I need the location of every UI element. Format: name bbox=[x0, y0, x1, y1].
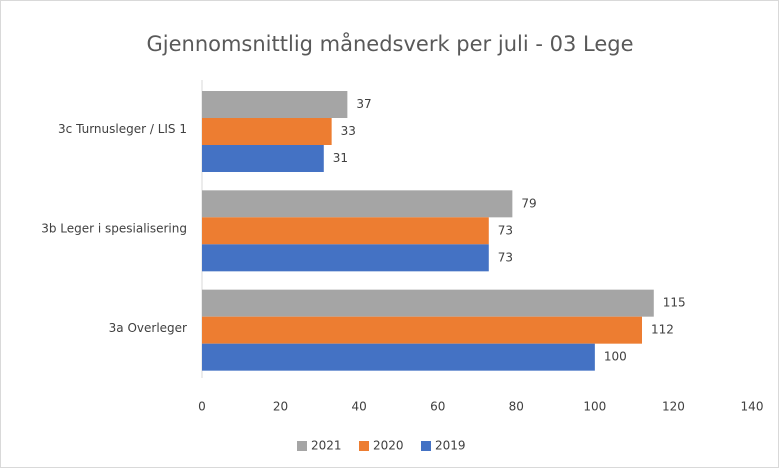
bar bbox=[202, 190, 513, 218]
bar bbox=[202, 244, 489, 272]
legend-swatch bbox=[359, 441, 369, 451]
data-label: 100 bbox=[604, 350, 627, 364]
data-label: 73 bbox=[498, 223, 513, 237]
x-tick-label: 140 bbox=[741, 400, 764, 414]
bar bbox=[202, 91, 348, 118]
data-label: 73 bbox=[498, 250, 513, 264]
bar bbox=[202, 289, 654, 317]
legend-label: 2020 bbox=[373, 439, 404, 453]
data-label: 115 bbox=[663, 296, 686, 310]
bar bbox=[202, 343, 595, 371]
bar bbox=[202, 145, 324, 172]
x-tick-label: 0 bbox=[198, 400, 206, 414]
x-tick-label: 20 bbox=[273, 400, 288, 414]
data-label: 79 bbox=[521, 196, 536, 210]
data-label: 37 bbox=[356, 97, 371, 111]
bar bbox=[202, 217, 489, 245]
x-tick-label: 120 bbox=[662, 400, 685, 414]
legend-label: 2019 bbox=[435, 439, 466, 453]
data-label: 33 bbox=[341, 124, 356, 138]
bar bbox=[202, 118, 332, 145]
x-tick-label: 60 bbox=[430, 400, 445, 414]
data-label: 112 bbox=[651, 323, 674, 337]
data-label: 31 bbox=[333, 151, 348, 165]
legend-label: 2021 bbox=[311, 439, 342, 453]
bar bbox=[202, 316, 642, 344]
x-tick-label: 40 bbox=[352, 400, 367, 414]
x-tick-label: 80 bbox=[509, 400, 524, 414]
legend-swatch bbox=[297, 441, 307, 451]
y-tick-label: 3b Leger i spesialisering bbox=[41, 222, 187, 236]
y-tick-label: 3a Overleger bbox=[109, 321, 187, 335]
chart-title: Gjennomsnittlig månedsverk per juli - 03… bbox=[146, 31, 633, 56]
legend-swatch bbox=[421, 441, 431, 451]
x-tick-label: 100 bbox=[583, 400, 606, 414]
y-tick-label: 3c Turnusleger / LIS 1 bbox=[58, 122, 187, 136]
